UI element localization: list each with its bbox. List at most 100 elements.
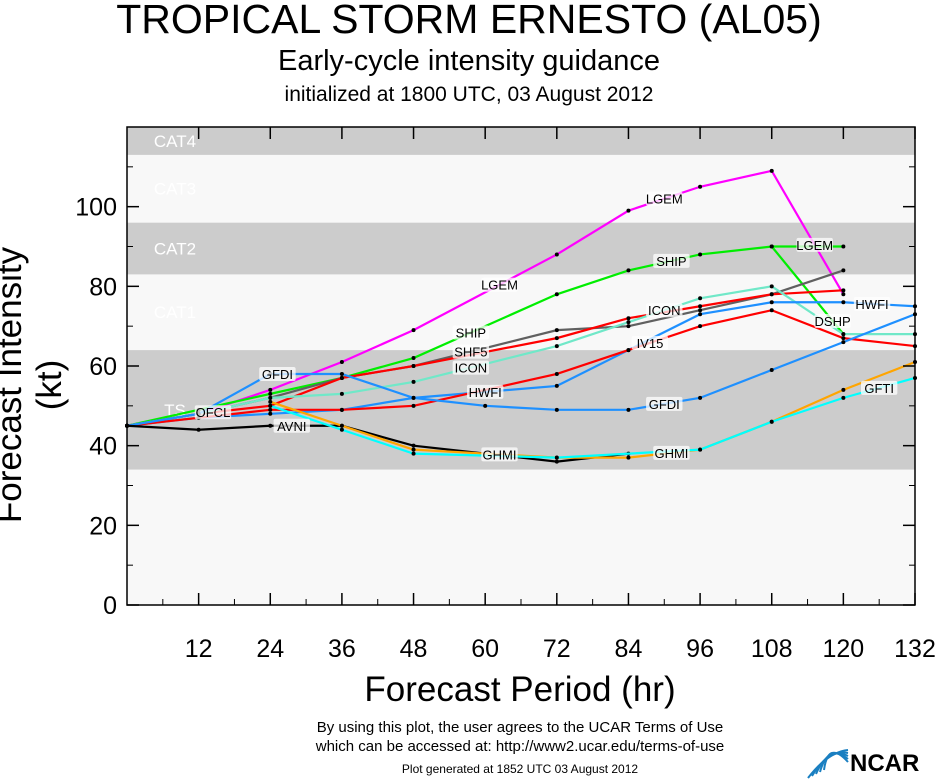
- series-label-gfdi: GFDI: [649, 397, 680, 412]
- series-label-bg: [481, 277, 518, 292]
- data-point: [411, 356, 416, 361]
- data-point: [554, 455, 559, 460]
- x-tick-label: 108: [751, 635, 793, 663]
- chart-subtitle: Early-cycle intensity guidance: [277, 45, 660, 77]
- data-point: [554, 371, 559, 376]
- data-point: [554, 252, 559, 257]
- series-label-hwfi: HWFI: [469, 385, 502, 400]
- band-cat3: [127, 154, 915, 223]
- series-label-bg: [646, 303, 683, 318]
- x-tick-label: 84: [615, 635, 643, 663]
- series-label-bg: [853, 296, 891, 311]
- series-label-ship: SHIP: [456, 326, 486, 341]
- data-point: [554, 292, 559, 297]
- data-point: [483, 403, 488, 408]
- terms-line-1: By using this plot, the user agrees to t…: [316, 719, 724, 736]
- ncar-logo: NCAR: [850, 750, 920, 777]
- series-label-hwfi: HWFI: [855, 297, 888, 312]
- data-point: [841, 340, 846, 345]
- band-ts: [127, 350, 915, 470]
- series-label-avni: AVNI: [277, 419, 306, 434]
- data-point: [698, 395, 703, 400]
- x-tick-label: 72: [543, 635, 571, 663]
- data-point: [626, 208, 631, 213]
- y-axis-label: Forecast Intensity (kt): [0, 246, 69, 524]
- series-label-lgem: LGEM: [796, 238, 833, 253]
- x-tick-label: 12: [185, 635, 213, 663]
- series-label-bg: [273, 418, 310, 433]
- data-point: [268, 407, 273, 412]
- band-label-cat3: CAT3: [154, 180, 196, 199]
- series-label-bg: [796, 237, 833, 252]
- series-label-bg: [860, 380, 898, 395]
- data-point: [268, 395, 273, 400]
- series-label-bg: [452, 325, 490, 340]
- series-label-bg: [452, 344, 490, 359]
- data-point: [698, 304, 703, 309]
- band-label-cat4: CAT4: [154, 132, 196, 151]
- data-point: [626, 407, 631, 412]
- data-point: [339, 407, 344, 412]
- data-point: [698, 184, 703, 189]
- series-label-bg: [814, 313, 851, 328]
- series-label-bg: [452, 360, 490, 375]
- data-point: [411, 395, 416, 400]
- series-label-bg: [466, 384, 504, 399]
- series-label-gfdi: GFDI: [262, 367, 293, 382]
- data-point: [339, 375, 344, 380]
- data-point: [698, 312, 703, 317]
- terms-line-2: which can be accessed at: http://www2.uc…: [315, 738, 725, 755]
- series-line-gfti: [269, 376, 916, 459]
- y-tick-label: 80: [89, 273, 117, 301]
- series-label-ghmi: GHMI: [483, 447, 517, 462]
- series-label-ship: SHIP: [656, 254, 686, 269]
- data-point: [554, 383, 559, 388]
- data-point: [769, 300, 774, 305]
- data-point: [769, 367, 774, 372]
- series-label-bg: [653, 445, 690, 460]
- data-point: [268, 411, 273, 416]
- data-point: [554, 328, 559, 333]
- data-point: [841, 268, 846, 273]
- data-point: [411, 403, 416, 408]
- data-point: [769, 244, 774, 249]
- data-point: [411, 364, 416, 368]
- data-point: [339, 371, 344, 376]
- data-point: [268, 387, 273, 392]
- band-label-ts: TS: [164, 401, 186, 420]
- data-point: [698, 296, 703, 301]
- data-point: [698, 447, 703, 452]
- series-label-ofcl: OFCL: [196, 405, 231, 420]
- data-point: [339, 423, 344, 428]
- data-point: [268, 423, 273, 428]
- x-tick-label: 60: [471, 635, 499, 663]
- y-tick-label: 20: [89, 512, 117, 540]
- y-tick-label: 60: [89, 353, 117, 381]
- series-label-dshp: DSHP: [815, 314, 851, 329]
- data-point: [698, 324, 703, 329]
- init-time: initialized at 1800 UTC, 03 August 2012: [284, 83, 654, 106]
- x-tick-label: 120: [823, 635, 865, 663]
- data-point: [841, 292, 846, 297]
- series-line-gfdi: [126, 313, 916, 427]
- series-label-iv15: IV15: [637, 336, 664, 351]
- data-point: [411, 379, 416, 384]
- band-cat2: [127, 222, 915, 275]
- data-point: [268, 403, 273, 408]
- data-point: [841, 332, 846, 337]
- data-point: [554, 344, 559, 349]
- series-label-bg: [653, 253, 690, 268]
- data-point: [841, 244, 846, 249]
- ncar-logo-swoosh: [823, 751, 849, 771]
- series-label-bg: [481, 447, 518, 462]
- series-label-bg: [259, 366, 296, 381]
- x-tick-label: 132: [894, 635, 936, 663]
- series-label-gfti: GFTI: [864, 381, 894, 396]
- series-label-icon: ICON: [648, 303, 681, 318]
- data-point: [698, 252, 703, 257]
- band-label-cat1: CAT1: [154, 303, 196, 322]
- data-point: [411, 451, 416, 456]
- series-label-icon: ICON: [455, 361, 488, 376]
- series-label-bg: [646, 396, 683, 411]
